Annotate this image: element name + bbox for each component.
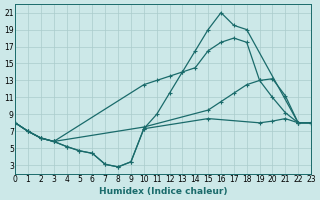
X-axis label: Humidex (Indice chaleur): Humidex (Indice chaleur) — [99, 187, 227, 196]
